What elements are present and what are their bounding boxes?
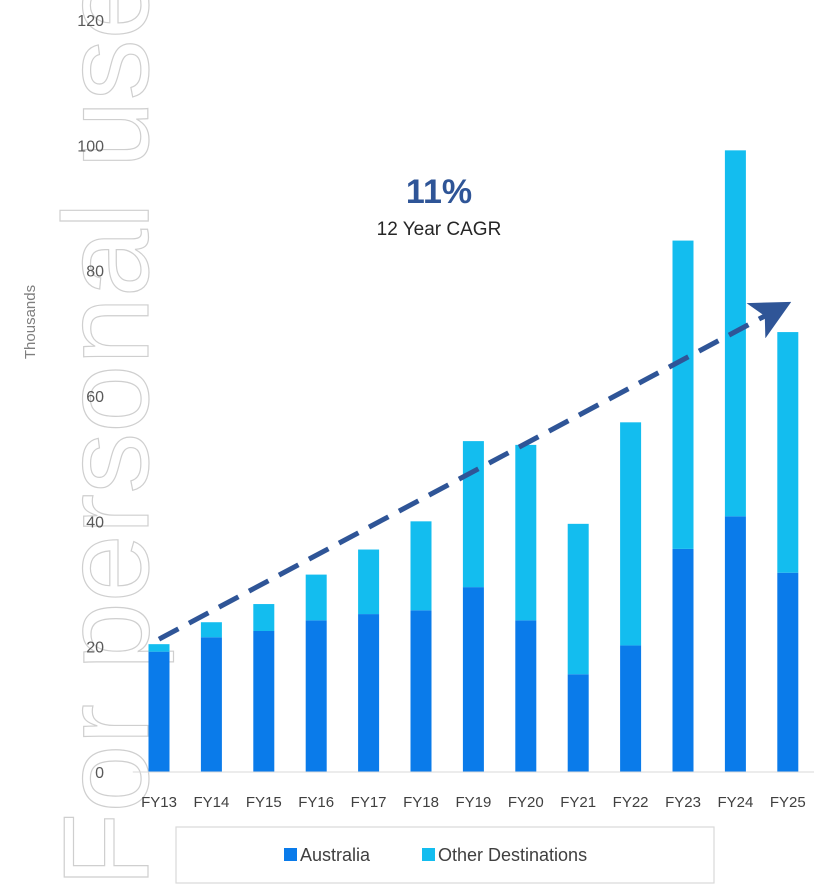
bar-other-destinations-fy22 <box>620 422 642 646</box>
bar-australia-fy23 <box>672 548 694 772</box>
y-tick-label: 80 <box>86 264 104 281</box>
bar-australia-fy15 <box>253 631 275 772</box>
x-tick-label: FY16 <box>298 794 334 811</box>
bar-australia-fy21 <box>567 674 589 772</box>
legend-swatch-australia <box>284 848 297 861</box>
bar-australia-fy17 <box>358 614 380 772</box>
bar-australia-fy25 <box>777 572 799 772</box>
cagr-value: 11% <box>406 173 472 211</box>
x-tick-label: FY18 <box>403 794 439 811</box>
bar-other-destinations-fy14 <box>200 622 222 638</box>
bar-australia-fy18 <box>410 610 432 772</box>
y-tick-label: 40 <box>86 514 104 531</box>
bars <box>148 150 799 772</box>
x-tick-label: FY17 <box>351 794 387 811</box>
legend-swatch-other-destinations <box>422 848 435 861</box>
trend-arrow <box>157 301 792 642</box>
bar-other-destinations-fy18 <box>410 521 432 611</box>
bar-australia-fy13 <box>148 651 170 772</box>
x-tick-label: FY19 <box>455 794 491 811</box>
y-axis-label: Thousands <box>22 285 39 359</box>
x-tick-label: FY25 <box>770 794 806 811</box>
x-tick-label: FY15 <box>246 794 282 811</box>
y-tick-label: 60 <box>86 389 104 406</box>
bar-other-destinations-fy25 <box>777 332 799 573</box>
legend-label-other-destinations: Other Destinations <box>438 845 587 865</box>
bar-australia-fy14 <box>200 637 222 772</box>
bar-australia-fy24 <box>724 516 746 772</box>
x-axis-ticks: FY13 FY14 FY15 FY16 FY17 FY18 FY19 FY20 FY21 FY22… <box>141 794 806 811</box>
x-tick-label: FY24 <box>717 794 753 811</box>
y-tick-label: 120 <box>77 13 104 30</box>
y-tick-label: 20 <box>86 640 104 657</box>
x-tick-label: FY13 <box>141 794 177 811</box>
y-tick-label: 0 <box>95 765 104 782</box>
bar-australia-fy22 <box>620 645 642 772</box>
bar-other-destinations-fy19 <box>462 441 484 588</box>
legend-label-australia: Australia <box>300 845 371 865</box>
bar-other-destinations-fy21 <box>567 523 589 675</box>
x-tick-label: FY20 <box>508 794 544 811</box>
bar-other-destinations-fy15 <box>253 604 275 631</box>
bar-other-destinations-fy16 <box>305 574 327 621</box>
bar-australia-fy20 <box>515 620 537 772</box>
bar-other-destinations-fy23 <box>672 240 694 549</box>
bar-australia-fy16 <box>305 620 327 772</box>
legend: Australia Other Destinations <box>175 826 715 884</box>
cagr-label: 12 Year CAGR <box>377 219 502 240</box>
bar-other-destinations-fy13 <box>148 644 170 652</box>
bar-australia-fy19 <box>462 587 484 772</box>
legend-box <box>175 826 715 884</box>
y-tick-label: 100 <box>77 138 104 155</box>
x-tick-label: FY22 <box>613 794 649 811</box>
x-tick-label: FY14 <box>193 794 229 811</box>
x-tick-label: FY23 <box>665 794 701 811</box>
y-axis-ticks: 0 20 40 60 80 100 120 <box>77 13 104 782</box>
x-tick-label: FY21 <box>560 794 596 811</box>
bar-other-destinations-fy17 <box>358 549 380 615</box>
bar-other-destinations-fy20 <box>515 444 537 621</box>
